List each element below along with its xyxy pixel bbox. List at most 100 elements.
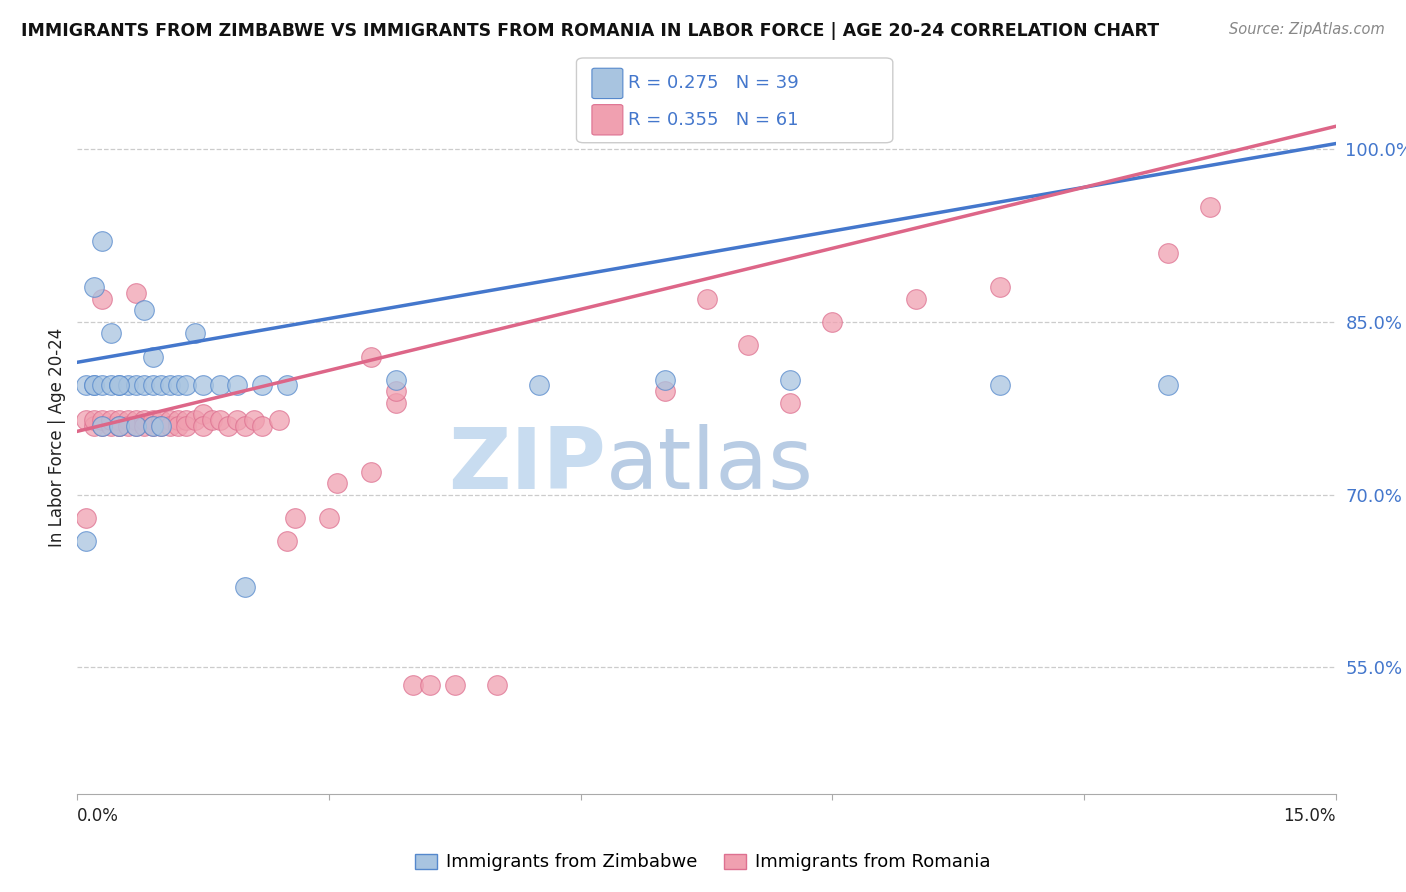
Point [419, 677, 441, 691]
Point [150, 418, 173, 433]
Point [191, 378, 215, 392]
Point [217, 418, 239, 433]
Point [385, 395, 408, 409]
Point [654, 384, 676, 398]
Point [117, 418, 139, 433]
Point [360, 465, 382, 479]
Point [100, 326, 122, 341]
Point [167, 413, 190, 427]
Point [83, 378, 105, 392]
Point [250, 418, 273, 433]
Point [267, 413, 290, 427]
Point [225, 378, 247, 392]
Point [150, 418, 173, 433]
Point [108, 378, 131, 392]
Point [276, 533, 298, 548]
Point [779, 395, 801, 409]
Point [385, 372, 408, 386]
Point [75, 413, 97, 427]
Point [326, 476, 349, 491]
Point [184, 326, 207, 341]
Point [191, 407, 215, 421]
Point [91, 418, 114, 433]
Point [142, 350, 165, 364]
Point [250, 378, 273, 392]
Point [159, 413, 181, 427]
Text: R = 0.355   N = 61: R = 0.355 N = 61 [628, 111, 799, 128]
Point [176, 418, 198, 433]
Point [134, 378, 156, 392]
Point [159, 418, 181, 433]
Text: 15.0%: 15.0% [1284, 807, 1336, 825]
Point [125, 286, 148, 301]
Point [108, 418, 131, 433]
Point [821, 315, 844, 329]
Point [125, 413, 148, 427]
Point [1157, 378, 1180, 392]
Point [108, 418, 131, 433]
Point [150, 378, 173, 392]
Point [83, 418, 105, 433]
Y-axis label: In Labor Force | Age 20-24: In Labor Force | Age 20-24 [48, 327, 66, 547]
Point [142, 418, 165, 433]
Point [318, 510, 340, 524]
Point [142, 378, 165, 392]
Point [91, 235, 114, 249]
Point [242, 413, 264, 427]
Point [276, 378, 298, 392]
Legend: Immigrants from Zimbabwe, Immigrants from Romania: Immigrants from Zimbabwe, Immigrants fro… [408, 847, 998, 879]
Point [184, 413, 207, 427]
Point [108, 413, 131, 427]
Text: ZIP: ZIP [449, 424, 606, 508]
Point [134, 418, 156, 433]
Point [75, 510, 97, 524]
Point [91, 418, 114, 433]
Point [385, 384, 408, 398]
Point [108, 418, 131, 433]
Point [191, 418, 215, 433]
Point [167, 378, 190, 392]
Point [176, 413, 198, 427]
Point [159, 378, 181, 392]
Point [117, 378, 139, 392]
Point [134, 413, 156, 427]
Point [125, 418, 148, 433]
Point [117, 413, 139, 427]
Point [134, 303, 156, 318]
Point [142, 413, 165, 427]
Point [142, 418, 165, 433]
Point [176, 378, 198, 392]
Point [125, 418, 148, 433]
Point [125, 378, 148, 392]
Point [225, 413, 247, 427]
Point [83, 378, 105, 392]
Point [208, 378, 231, 392]
Point [284, 510, 307, 524]
Point [100, 378, 122, 392]
Point [100, 413, 122, 427]
Point [150, 413, 173, 427]
Point [91, 292, 114, 306]
Point [200, 413, 222, 427]
Point [527, 378, 550, 392]
Point [108, 378, 131, 392]
Point [779, 372, 801, 386]
Text: 0.0%: 0.0% [77, 807, 120, 825]
Point [233, 580, 256, 594]
Point [905, 292, 928, 306]
Point [100, 418, 122, 433]
Point [91, 413, 114, 427]
Point [167, 418, 190, 433]
Text: IMMIGRANTS FROM ZIMBABWE VS IMMIGRANTS FROM ROMANIA IN LABOR FORCE | AGE 20-24 C: IMMIGRANTS FROM ZIMBABWE VS IMMIGRANTS F… [21, 22, 1159, 40]
Text: R = 0.275   N = 39: R = 0.275 N = 39 [628, 74, 799, 93]
Point [737, 338, 759, 352]
Point [233, 418, 256, 433]
Point [91, 378, 114, 392]
Point [83, 280, 105, 294]
Point [485, 677, 508, 691]
Point [654, 372, 676, 386]
Point [208, 413, 231, 427]
Text: Source: ZipAtlas.com: Source: ZipAtlas.com [1229, 22, 1385, 37]
Point [988, 280, 1011, 294]
Point [1199, 200, 1222, 214]
